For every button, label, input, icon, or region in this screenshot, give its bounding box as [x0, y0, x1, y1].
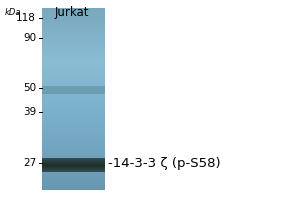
Text: 50: 50 [23, 83, 36, 93]
Text: 39: 39 [23, 107, 36, 117]
Text: 27: 27 [23, 158, 36, 168]
Text: kDa: kDa [5, 8, 22, 17]
Text: -14-3-3 ζ (p-S58): -14-3-3 ζ (p-S58) [108, 156, 220, 170]
Text: 118: 118 [16, 13, 36, 23]
Bar [42, 86, 105, 94]
Text: 90: 90 [23, 33, 36, 43]
Text: Jurkat: Jurkat [55, 6, 89, 19]
